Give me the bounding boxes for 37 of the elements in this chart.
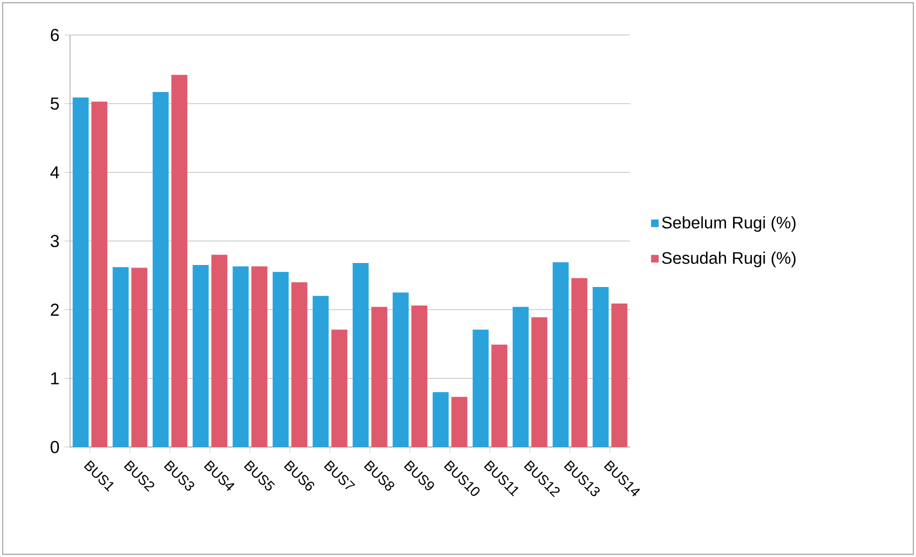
bar xyxy=(291,282,308,447)
bar xyxy=(411,306,428,447)
bar xyxy=(392,292,409,447)
bar xyxy=(312,296,329,447)
bar xyxy=(232,266,249,447)
y-tick-label: 1 xyxy=(51,372,59,384)
legend-label: Sebelum Rugi (%) xyxy=(662,216,796,232)
y-tick-label: 5 xyxy=(50,98,59,110)
bar xyxy=(352,262,369,447)
bar xyxy=(451,396,468,447)
bar xyxy=(331,330,348,447)
bar xyxy=(171,74,188,447)
bar xyxy=(592,287,609,447)
bar xyxy=(152,92,169,447)
bar xyxy=(512,306,529,447)
y-tick-label: 2 xyxy=(50,304,59,316)
bar xyxy=(552,262,569,447)
y-tick-label: 4 xyxy=(50,166,60,178)
y-tick-label: 3 xyxy=(50,234,59,248)
bar xyxy=(72,97,89,447)
bar xyxy=(432,392,449,447)
bar xyxy=(571,278,588,447)
bar xyxy=(192,265,209,447)
y-tick-label: 6 xyxy=(50,28,59,42)
bar xyxy=(91,102,108,447)
bar xyxy=(531,317,548,447)
bar xyxy=(131,268,148,447)
bar xyxy=(371,306,388,447)
bar xyxy=(112,267,129,447)
bar xyxy=(211,254,228,447)
legend-label: Sesudah Rugi (%) xyxy=(662,252,796,268)
bar xyxy=(472,330,489,447)
bar xyxy=(611,303,628,447)
bar xyxy=(251,266,268,447)
y-tick-label: 0 xyxy=(50,440,59,454)
bar xyxy=(491,344,508,447)
bar xyxy=(272,272,289,447)
